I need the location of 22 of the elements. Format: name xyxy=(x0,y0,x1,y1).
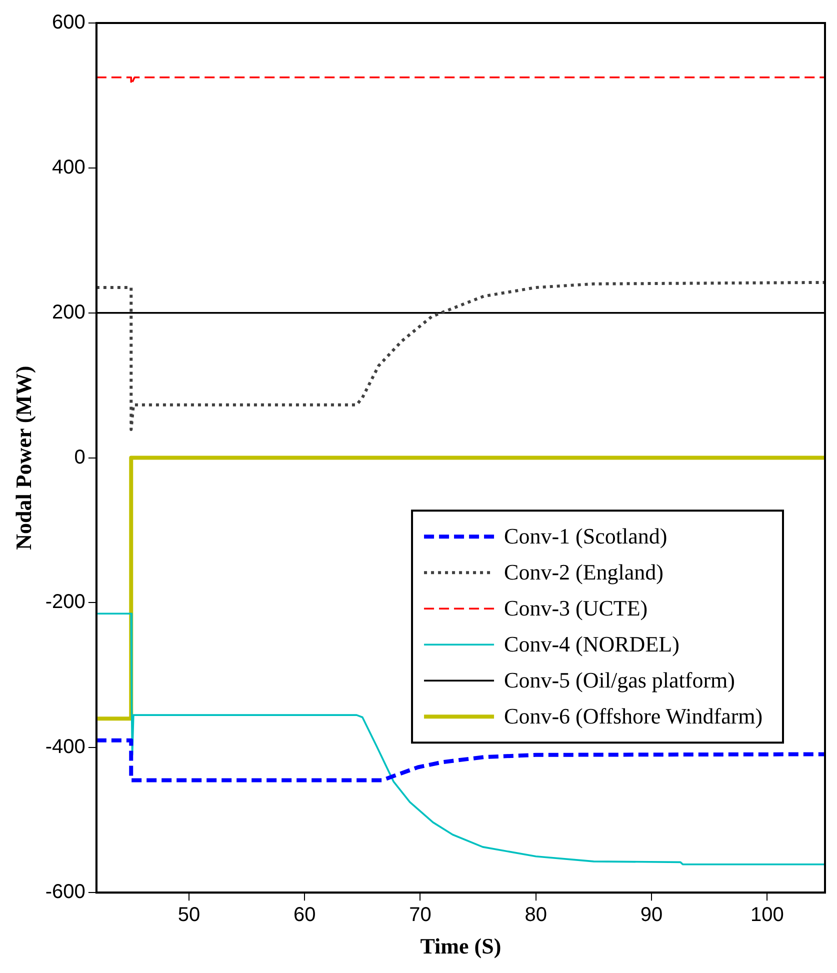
legend-label: Conv-4 (NORDEL) xyxy=(504,631,680,656)
x-tick-label: 50 xyxy=(178,904,200,926)
y-axis-title: Nodal Power (MW) xyxy=(10,366,36,550)
x-tick-label: 60 xyxy=(293,904,316,926)
line-series xyxy=(96,738,825,782)
legend-label: Conv-6 (Offshore Windfarm) xyxy=(504,703,763,728)
x-axis-title: Time (S) xyxy=(420,933,502,958)
x-tick-label: 80 xyxy=(524,904,548,926)
y-tick-label: -600 xyxy=(45,881,86,904)
x-tick-label: 70 xyxy=(409,904,432,926)
y-tick-label: -400 xyxy=(45,736,86,758)
y-tick-label: 600 xyxy=(52,12,86,34)
y-tick-label: 400 xyxy=(52,156,86,178)
legend-label: Conv-2 (England) xyxy=(504,559,664,584)
y-tick-label: 0 xyxy=(74,446,86,468)
x-tick-label: 90 xyxy=(640,904,663,926)
legend-label: Conv-1 (Scotland) xyxy=(504,523,668,548)
y-tick-label: 200 xyxy=(52,301,86,324)
legend-label: Conv-5 (Oil/gas platform) xyxy=(504,667,735,692)
y-tick-label: -200 xyxy=(45,591,86,614)
x-tick-label: 100 xyxy=(750,904,784,926)
legend-label: Conv-3 (UCTE) xyxy=(504,595,648,620)
